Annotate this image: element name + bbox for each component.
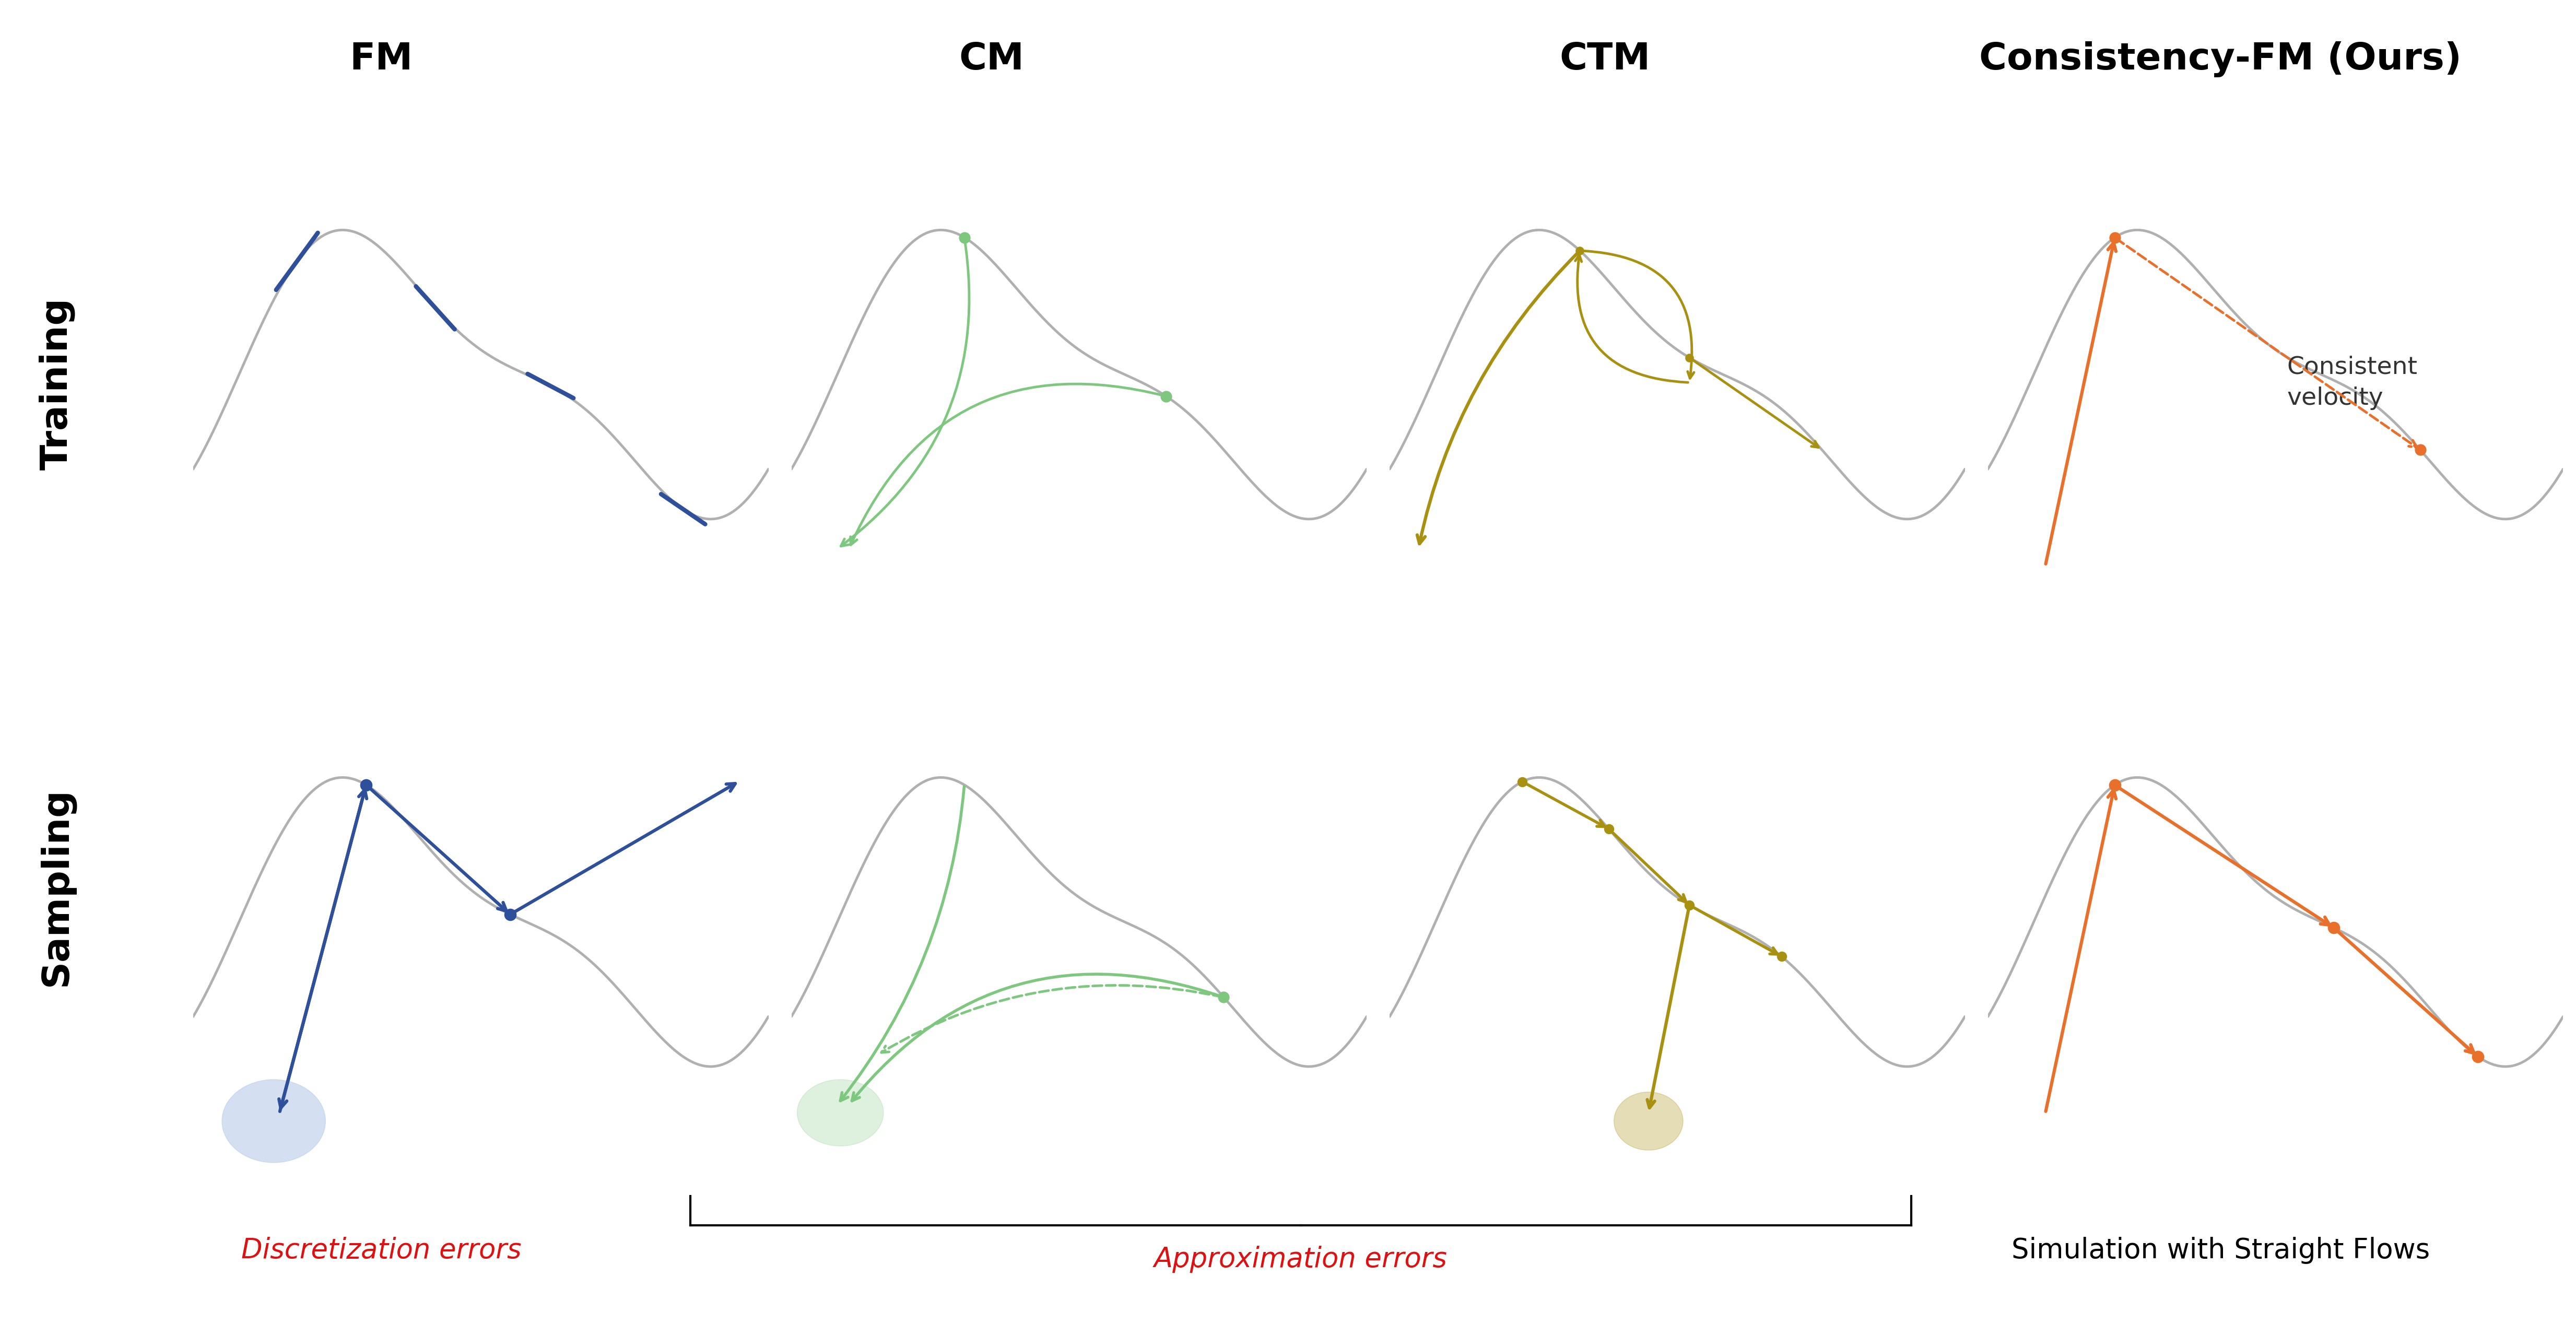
- Text: Consistent
velocity: Consistent velocity: [2287, 356, 2416, 410]
- Ellipse shape: [222, 1080, 325, 1163]
- Text: FM: FM: [350, 41, 412, 78]
- Text: Sampling: Sampling: [39, 787, 75, 986]
- Text: Consistency-FM (Ours): Consistency-FM (Ours): [1978, 41, 2463, 78]
- Text: Discretization errors: Discretization errors: [242, 1237, 520, 1263]
- Text: Simulation with Straight Flows: Simulation with Straight Flows: [2012, 1237, 2429, 1263]
- Text: Approximation errors: Approximation errors: [1154, 1246, 1448, 1273]
- Ellipse shape: [796, 1080, 884, 1146]
- Text: CM: CM: [958, 41, 1025, 78]
- Ellipse shape: [1615, 1091, 1682, 1150]
- Text: CTM: CTM: [1558, 41, 1651, 78]
- Text: Training: Training: [39, 298, 75, 470]
